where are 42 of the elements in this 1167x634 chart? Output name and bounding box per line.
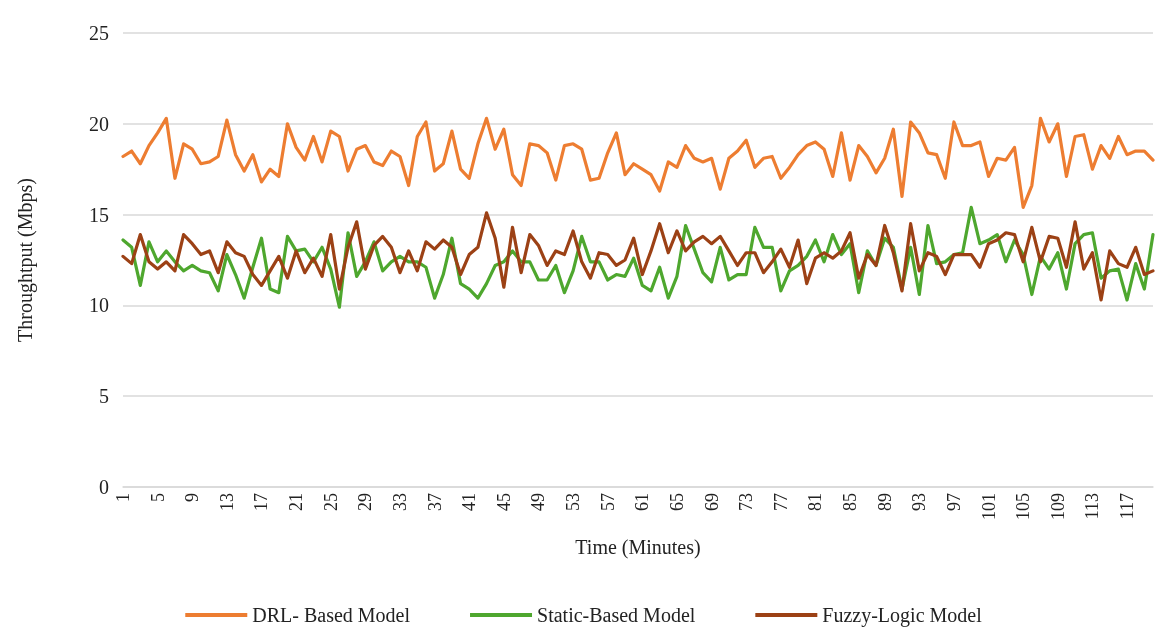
- x-tick-label: 57: [597, 493, 618, 511]
- legend-label: Static-Based Model: [537, 604, 696, 626]
- x-tick-label: 65: [666, 493, 687, 511]
- y-tick-label: 15: [89, 203, 109, 226]
- y-tick-label: 25: [89, 22, 109, 44]
- x-tick-label: 41: [459, 493, 480, 511]
- line-series: [121, 116, 1155, 209]
- legend-label: DRL- Based Model: [252, 604, 411, 626]
- x-tick-label: 13: [216, 493, 237, 511]
- x-tick-label: 113: [1082, 493, 1103, 520]
- x-tick-label: 49: [528, 493, 549, 511]
- x-tick-label: 101: [978, 493, 999, 520]
- x-tick-label: 53: [563, 493, 584, 511]
- x-tick-label: 1: [113, 493, 133, 502]
- x-tick-label: 69: [701, 493, 722, 511]
- x-tick-label: 37: [424, 493, 445, 511]
- x-tick-label: 93: [909, 493, 930, 511]
- x-tick-label: 33: [389, 493, 410, 511]
- x-tick-label: 25: [320, 493, 341, 511]
- x-tick-label: 85: [840, 493, 861, 511]
- x-tick-label: 77: [770, 493, 791, 511]
- y-axis-title: Throughtput (Mbps): [14, 178, 37, 342]
- y-tick-label: 0: [99, 476, 109, 498]
- x-tick-label: 9: [182, 493, 203, 502]
- x-tick-label: 105: [1013, 493, 1034, 520]
- x-tick-label: 45: [493, 493, 514, 511]
- x-tick-label: 17: [251, 493, 272, 511]
- x-tick-label: 97: [943, 493, 964, 511]
- x-tick-label: 81: [805, 493, 826, 511]
- x-tick-label: 21: [286, 493, 307, 511]
- x-tick-label: 89: [874, 493, 895, 511]
- y-tick-label: 5: [99, 385, 109, 408]
- x-tick-label: 117: [1117, 493, 1138, 520]
- x-tick-label: 61: [632, 493, 653, 511]
- x-tick-label: 29: [355, 493, 376, 511]
- x-tick-label: 109: [1047, 493, 1068, 520]
- y-tick-label: 20: [89, 112, 109, 135]
- y-tick-label: 10: [89, 294, 109, 317]
- x-tick-label: 73: [736, 493, 757, 511]
- x-tick-label: 5: [147, 493, 168, 502]
- legend-label: Fuzzy-Logic Model: [822, 604, 983, 627]
- x-axis-title: Time (Minutes): [575, 536, 701, 559]
